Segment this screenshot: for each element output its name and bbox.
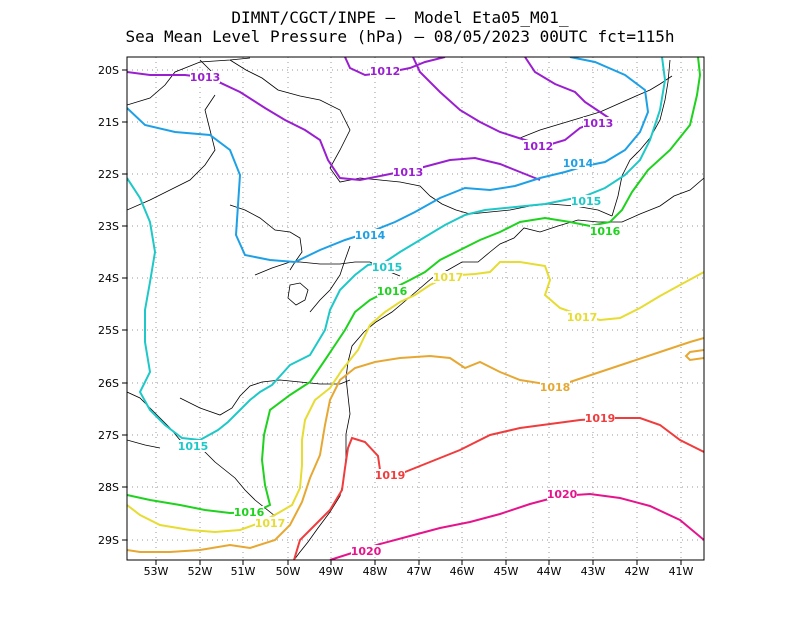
contour-label-bg [583, 117, 613, 129]
contour-label-bg [351, 545, 381, 557]
contour-label-1015: 1015 [372, 261, 403, 274]
title-line-2: Sea Mean Level Pressure (hPa) – 08/05/20… [125, 27, 675, 46]
contour-labels: 1013 1012 1013 1012 1013 1014 1015 1014 1016 1015… [178, 65, 621, 558]
contour-label-1020: 1020 [351, 545, 382, 558]
state-border-9 [127, 439, 161, 449]
contour-label-bg [372, 261, 402, 273]
lon-tick-label: 41W [669, 565, 694, 578]
contour-label-bg [433, 271, 463, 283]
lat-tick-label: 25S [98, 324, 119, 337]
contour-label-bg [563, 157, 593, 169]
contour-label-1020: 1020 [547, 488, 578, 501]
state-border-5 [229, 204, 303, 271]
river-1 [309, 245, 351, 313]
contour-label-1017: 1017 [433, 271, 464, 284]
contour-label-1013: 1013 [393, 166, 424, 179]
contour-label-bg [567, 311, 597, 323]
contour-label-1019: 1019 [585, 412, 616, 425]
contour-label-bg [523, 140, 553, 152]
lat-tick-label: 24S [98, 272, 119, 285]
isobar-1016 [127, 57, 702, 515]
lon-tick-label: 48W [363, 565, 388, 578]
contour-label-1018: 1018 [540, 381, 571, 394]
lon-tick-label: 45W [494, 565, 519, 578]
isobar-1017 [127, 261, 704, 534]
state-border-11 [429, 195, 613, 217]
state-border-1 [127, 57, 251, 106]
contour-label-1014: 1014 [563, 157, 594, 170]
latitude-ticks: 20S 21S 22S 23S 24S 25S 26S 27S 28S 29S [98, 64, 127, 547]
lat-tick-label: 26S [98, 377, 119, 390]
contour-label-bg [375, 469, 405, 481]
contour-label-1019: 1019 [375, 469, 406, 482]
lon-tick-label: 53W [144, 565, 169, 578]
lon-tick-label: 49W [319, 565, 344, 578]
contour-label-1016: 1016 [234, 506, 265, 519]
contour-label-bg [590, 225, 620, 237]
lat-tick-label: 20S [98, 64, 119, 77]
contour-label-bg [370, 65, 400, 77]
lon-tick-label: 50W [276, 565, 301, 578]
longitude-ticks: 53W 52W 51W 50W 49W 48W 47W 46W 45W 44W 43W 42W 41W [144, 560, 694, 578]
contour-label-bg [234, 506, 264, 518]
contour-label-bg [571, 195, 601, 207]
contour-label-1013: 1013 [583, 117, 614, 130]
contour-label-bg [355, 229, 385, 241]
isobars [127, 57, 704, 560]
lat-tick-label: 21S [98, 116, 119, 129]
isobar-1014 [127, 57, 650, 264]
contour-label-1017: 1017 [567, 311, 598, 324]
contour-label-1012: 1012 [523, 140, 554, 153]
contour-label-bg [393, 166, 423, 178]
contour-label-1013: 1013 [190, 71, 221, 84]
map-grid [127, 57, 704, 560]
lon-tick-label: 52W [188, 565, 213, 578]
lat-tick-label: 23S [98, 220, 119, 233]
isobar-1018-east-closed [684, 349, 704, 362]
state-border-3 [127, 94, 216, 211]
contour-label-bg [255, 517, 285, 529]
lon-tick-label: 46W [450, 565, 475, 578]
state-border-12 [611, 59, 671, 217]
title-line-1: DIMNT/CGCT/INPE – Model Eta05_M01_ [231, 8, 569, 27]
contour-label-bg [377, 285, 407, 297]
contour-label-bg [585, 412, 615, 424]
contour-label-bg [540, 381, 570, 393]
lat-tick-label: 28S [98, 481, 119, 494]
isobar-1013-west [127, 71, 541, 182]
isobar-1020 [329, 492, 704, 560]
map-frame [126, 56, 705, 561]
contour-label-1015: 1015 [178, 440, 209, 453]
coastlines [127, 57, 704, 560]
lon-tick-label: 43W [581, 565, 606, 578]
lat-tick-label: 29S [98, 534, 119, 547]
lon-tick-label: 42W [625, 565, 650, 578]
contour-label-1015: 1015 [571, 195, 602, 208]
lake-1 [287, 282, 309, 306]
contour-label-bg [178, 440, 208, 452]
contour-label-1016: 1016 [377, 285, 408, 298]
lat-tick-label: 22S [98, 168, 119, 181]
contour-label-1014: 1014 [355, 229, 386, 242]
isobar-1018 [127, 337, 704, 553]
state-border-2 [229, 59, 431, 197]
contour-label-1017: 1017 [255, 517, 286, 530]
state-border-10 [519, 75, 673, 139]
lon-tick-label: 47W [407, 565, 432, 578]
state-border-7 [179, 379, 351, 416]
contour-label-1012: 1012 [370, 65, 401, 78]
contour-label-1016: 1016 [590, 225, 621, 238]
lon-tick-label: 51W [231, 565, 256, 578]
isobar-1013-north [412, 57, 601, 148]
lat-tick-label: 27S [98, 429, 119, 442]
isobar-1019 [293, 417, 704, 560]
contour-label-bg [190, 71, 220, 83]
lon-tick-label: 44W [537, 565, 562, 578]
contour-label-bg [547, 488, 577, 500]
isobar-1012-east [524, 57, 613, 121]
